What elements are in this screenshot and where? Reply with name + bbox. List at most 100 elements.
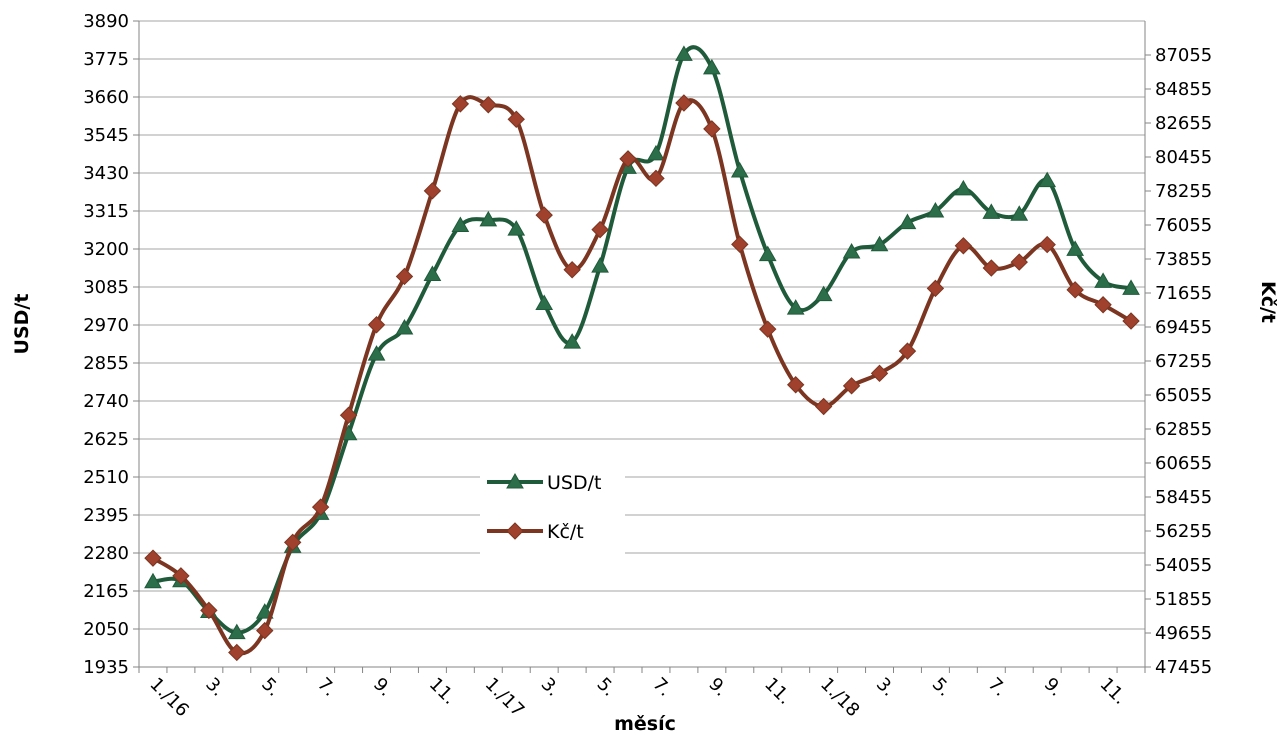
data-point-triangle [591,257,609,273]
data-point-triangle [898,213,917,230]
data-point-diamond [395,267,414,286]
data-point-diamond [1122,312,1140,330]
y2-tick-label: 71655 [1155,283,1212,304]
legend-box [480,460,625,557]
legend-item-usd: USD/t [487,472,601,494]
y-tick-label: 2740 [83,391,129,412]
data-point-triangle [842,242,861,259]
data-point-triangle [647,144,665,161]
data-point-diamond [256,621,274,640]
data-point-diamond [675,94,693,112]
data-point-diamond [898,342,917,360]
data-point-diamond [954,237,973,255]
data-point-diamond [814,397,833,416]
data-point-triangle [144,572,162,589]
y2-axis-title: Kč/t [1257,281,1279,323]
x-axis-title: měsíc [614,713,676,733]
data-point-diamond [731,235,749,254]
y-tick-label: 2280 [83,543,129,564]
data-point-diamond [619,150,637,168]
y2-tick-label: 82655 [1155,113,1212,134]
data-point-triangle [535,294,554,311]
data-point-triangle [227,623,246,640]
y2-tick-label: 47455 [1155,657,1212,678]
data-point-diamond [451,95,470,113]
data-point-diamond [1010,253,1028,271]
data-point-diamond [172,567,190,585]
data-point-diamond [647,169,665,188]
y2-tick-label: 69455 [1155,317,1212,338]
data-point-triangle [563,333,582,349]
data-point-triangle [451,216,470,233]
y2-tick-label: 67255 [1155,351,1212,372]
y2-tick-label: 49655 [1155,623,1212,644]
y2-tick-label: 65055 [1155,385,1212,406]
y-tick-label: 3890 [83,11,129,32]
legend-czk-label: Kč/t [547,521,584,543]
data-point-triangle [367,345,386,361]
y-axis-title: USD/t [11,294,33,355]
data-point-diamond [423,182,442,200]
series-czk [144,94,1140,662]
data-point-diamond [367,316,386,334]
y2-tick-label: 60655 [1155,453,1212,474]
data-point-triangle [926,201,945,218]
data-point-triangle [1122,279,1140,295]
y2-tick-label: 80455 [1155,147,1212,168]
legend-czk-diamond-marker [506,522,524,540]
data-point-triangle [675,45,693,61]
y-tick-label: 2625 [83,429,129,450]
data-point-diamond [311,498,330,516]
data-point-diamond [842,377,861,395]
y2-tick-label: 78255 [1155,181,1212,202]
data-point-triangle [814,285,833,302]
data-point-diamond [1038,235,1056,254]
y-tick-label: 3085 [83,277,129,298]
y-tick-label: 2050 [83,619,129,640]
data-point-triangle [395,318,414,335]
y2-tick-label: 58455 [1155,487,1212,508]
y2-tick-label: 54055 [1155,555,1212,576]
data-point-triangle [1066,240,1085,256]
left-axis-ticks: 1935 2050 2165 2280 2395 2510 2625 2740 2855 2970… [83,11,139,678]
y-tick-label: 2510 [83,467,129,488]
data-point-diamond [339,406,358,424]
data-point-diamond [870,364,889,383]
legend: USD/t Kč/t [480,460,625,557]
data-point-diamond [283,533,302,552]
data-point-triangle [870,235,889,252]
series-group [144,45,1140,662]
y2-tick-label: 62855 [1155,419,1212,440]
data-point-triangle [507,220,526,236]
y2-tick-label: 76055 [1155,215,1212,236]
data-point-triangle [479,210,498,227]
y-tick-label: 3660 [83,87,129,108]
data-point-diamond [535,206,553,224]
data-point-diamond [703,120,721,138]
y2-tick-label: 56255 [1155,521,1212,542]
y-tick-label: 3200 [83,239,129,260]
data-point-diamond [144,549,162,567]
y2-tick-label: 73855 [1155,249,1212,270]
legend-usd-triangle-marker [506,472,524,489]
data-point-diamond [759,320,777,338]
data-point-triangle [1094,272,1112,288]
legend-item-czk: Kč/t [487,521,584,543]
data-point-triangle [786,299,805,315]
y-tick-label: 3315 [83,201,129,222]
data-point-diamond [926,279,945,298]
y2-tick-label: 87055 [1155,45,1212,66]
data-point-triangle [758,245,777,262]
y-tick-label: 2855 [83,353,129,374]
data-point-triangle [982,203,1001,219]
y-tick-label: 2165 [83,581,129,602]
data-point-triangle [423,265,442,281]
data-point-diamond [507,110,525,128]
data-point-triangle [702,58,721,75]
right-axis-ticks: 47455 49655 51855 54055 56255 58455 60655 62855… [1145,45,1212,678]
data-point-diamond [1094,296,1112,314]
y-tick-label: 2395 [83,505,129,526]
data-point-triangle [954,179,973,196]
